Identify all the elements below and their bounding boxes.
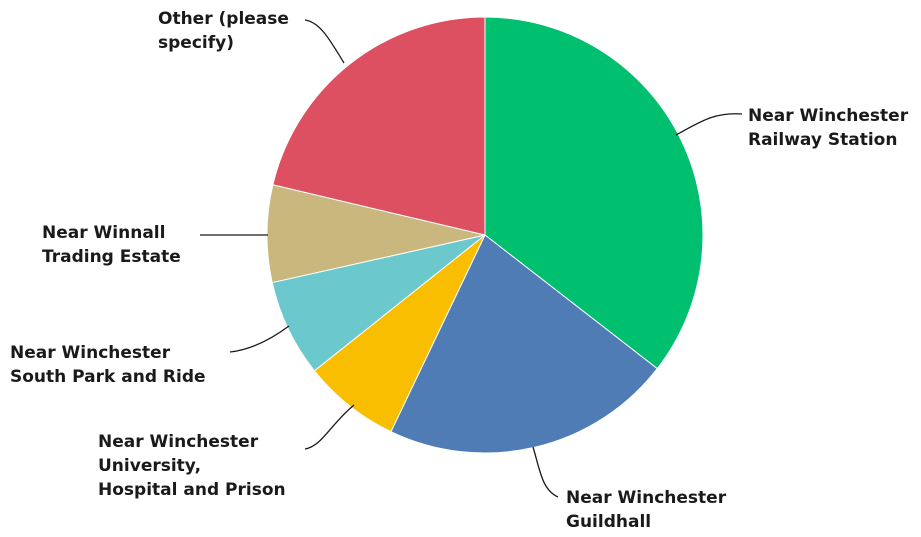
leader-line-railway-station (675, 113, 743, 136)
label-south-park: Near Winchester South Park and Ride (10, 343, 206, 387)
label-winnall: Near Winnall Trading Estate (42, 223, 181, 267)
pie-slice-guildhall (390, 234, 658, 454)
pie-slices (266, 16, 704, 454)
pie-slice-university (313, 234, 486, 433)
pie-slice-railway-station (484, 16, 704, 370)
label-guildhall: Near Winchester Guildhall (566, 488, 732, 532)
pie-slice-winnall (266, 184, 486, 284)
leader-lines (200, 19, 743, 498)
leader-line-other (304, 19, 345, 64)
slice-labels: Near Winchester Railway Station Near Win… (10, 9, 914, 532)
label-other: Other (please specify) (158, 9, 295, 53)
pie-slice-south-park (271, 234, 486, 372)
label-railway-station: Near Winchester Railway Station (748, 106, 914, 150)
label-university: Near Winchester University, Hospital and… (98, 432, 286, 500)
pie-slice-other (272, 16, 486, 236)
leader-line-south-park (229, 325, 290, 353)
leader-line-university (304, 404, 355, 450)
leader-line-guildhall (532, 446, 559, 498)
